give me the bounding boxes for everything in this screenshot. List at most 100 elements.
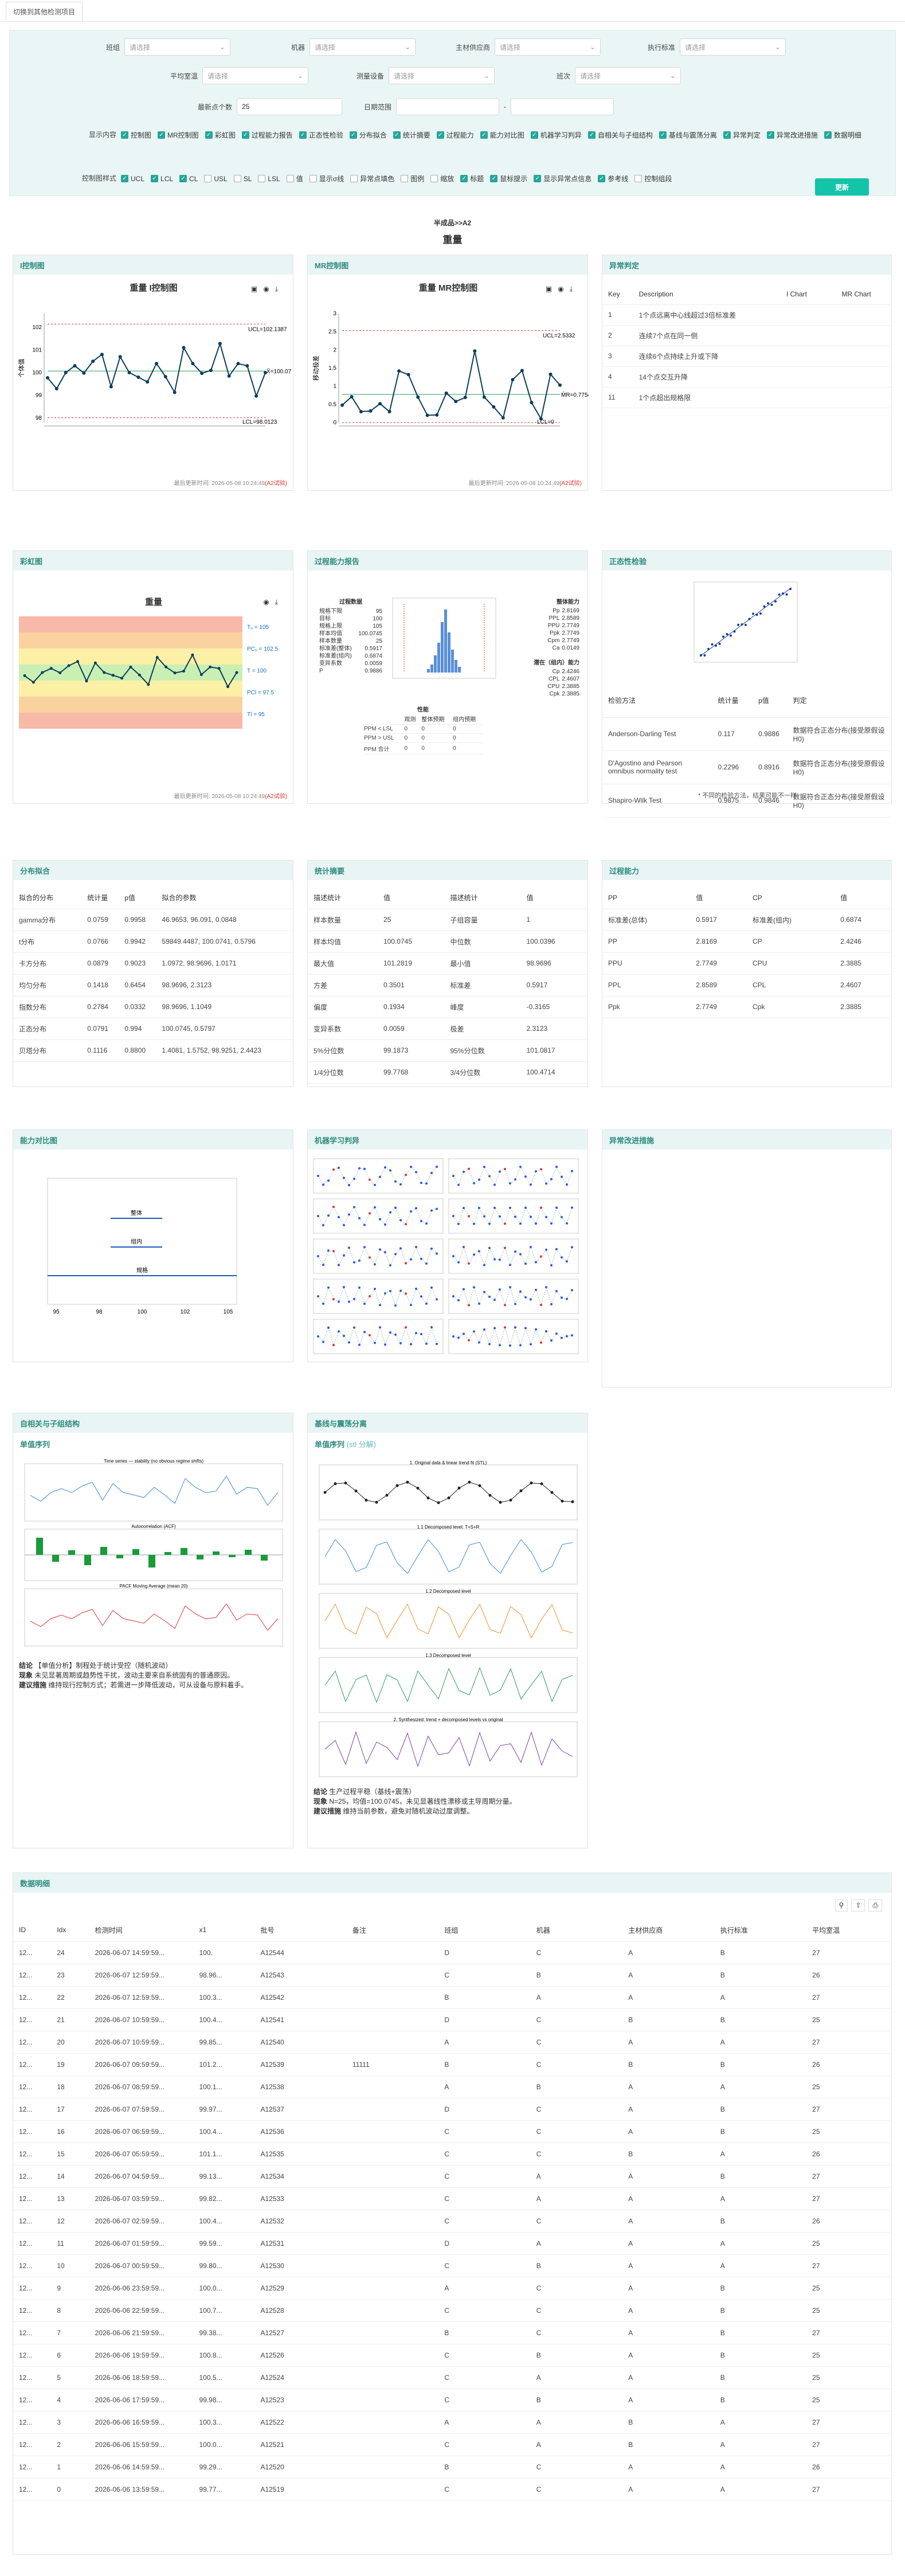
data-point[interactable] xyxy=(463,396,467,400)
checkbox-item[interactable]: LSL xyxy=(258,174,280,183)
data-point[interactable] xyxy=(147,683,150,686)
update-button[interactable]: 更新 xyxy=(815,178,869,196)
data-point[interactable] xyxy=(218,342,222,346)
data-point[interactable] xyxy=(264,370,267,374)
checkbox-item[interactable]: ✓ MR控制图 xyxy=(158,130,199,140)
data-point[interactable] xyxy=(511,378,515,382)
data-point[interactable] xyxy=(136,375,140,379)
data-point[interactable] xyxy=(227,374,231,378)
checked-icon[interactable]: ✓ xyxy=(723,131,731,139)
checkbox-item[interactable]: ✓ LCL xyxy=(151,174,173,183)
data-point[interactable] xyxy=(91,359,95,363)
data-point[interactable] xyxy=(454,400,458,404)
checkbox-item[interactable]: SL xyxy=(233,174,252,183)
filter-select[interactable]: 请选择 ⌄ xyxy=(575,67,681,84)
data-point[interactable] xyxy=(236,362,240,366)
checkbox-item[interactable]: ✓ 过程能力报告 xyxy=(241,130,293,140)
acf-tab[interactable]: 自相关与子组结构 xyxy=(13,1413,293,1433)
data-point[interactable] xyxy=(369,409,373,413)
unchecked-icon[interactable] xyxy=(258,175,266,182)
data-point[interactable] xyxy=(406,373,410,377)
data-point[interactable] xyxy=(387,410,391,413)
data-point[interactable] xyxy=(32,681,35,684)
checked-icon[interactable]: ✓ xyxy=(205,131,213,139)
export-icon[interactable]: ⇪ xyxy=(851,1899,865,1912)
checkbox-item[interactable]: ✓ CL xyxy=(179,174,198,183)
unchecked-icon[interactable] xyxy=(634,175,642,182)
eye-icon[interactable]: ◉ xyxy=(263,598,269,606)
checkbox-item[interactable]: ✓ 控制图 xyxy=(121,130,151,140)
checkbox-item[interactable]: ✓ 正态性检验 xyxy=(299,130,343,140)
data-point[interactable] xyxy=(435,413,439,417)
checked-icon[interactable]: ✓ xyxy=(530,131,538,139)
anomaly-tab[interactable]: 异常判定 xyxy=(602,255,891,275)
checkbox-item[interactable]: 异常点填色 xyxy=(350,174,394,183)
checkbox-item[interactable]: ✓ 过程能力 xyxy=(436,130,474,140)
filter-select[interactable]: 请选择 ⌄ xyxy=(389,67,495,84)
data-point[interactable] xyxy=(191,362,195,366)
filter-select[interactable]: 请选择 ⌄ xyxy=(680,38,786,56)
data-point[interactable] xyxy=(209,665,212,669)
data-point[interactable] xyxy=(200,372,204,376)
data-point[interactable] xyxy=(549,372,553,376)
data-point[interactable] xyxy=(235,671,238,674)
data-point[interactable] xyxy=(520,369,524,373)
checkbox-item[interactable]: ✓ 标题 xyxy=(460,174,484,183)
data-point[interactable] xyxy=(54,387,58,391)
unchecked-icon[interactable] xyxy=(204,175,212,182)
data-point[interactable] xyxy=(209,368,213,372)
unchecked-icon[interactable] xyxy=(286,175,294,182)
checkbox-item[interactable]: ✓ 统计摘要 xyxy=(393,130,430,140)
data-point[interactable] xyxy=(127,370,131,374)
rainbow-tab[interactable]: 彩虹图 xyxy=(13,551,293,570)
date-end-input[interactable] xyxy=(511,98,614,115)
data-point[interactable] xyxy=(173,390,177,394)
unchecked-icon[interactable] xyxy=(401,175,409,182)
data-point[interactable] xyxy=(501,416,505,420)
data-point[interactable] xyxy=(492,405,496,409)
download-icon[interactable]: ⤓ xyxy=(275,285,278,293)
ml-tab[interactable]: 机器学习判异 xyxy=(308,1130,587,1150)
data-point[interactable] xyxy=(118,355,122,359)
data-point[interactable] xyxy=(155,362,158,366)
data-point[interactable] xyxy=(378,402,382,406)
checked-icon[interactable]: ✓ xyxy=(824,131,832,139)
checked-icon[interactable]: ✓ xyxy=(766,131,774,139)
data-point[interactable] xyxy=(82,371,86,375)
summary-tab[interactable]: 统计摘要 xyxy=(308,861,587,880)
data-point[interactable] xyxy=(146,380,150,384)
checkbox-item[interactable]: ✓ 异常判定 xyxy=(723,130,761,140)
checkbox-item[interactable]: ✓ 分布拟合 xyxy=(349,130,387,140)
data-point[interactable] xyxy=(530,401,534,405)
image-icon[interactable]: ▣ xyxy=(545,285,553,293)
checked-icon[interactable]: ✓ xyxy=(587,131,596,139)
baseline-tab[interactable]: 基线与震荡分离 xyxy=(308,1413,587,1433)
data-point[interactable] xyxy=(163,375,167,379)
data-point[interactable] xyxy=(539,417,543,421)
checked-icon[interactable]: ✓ xyxy=(121,175,128,182)
data-point[interactable] xyxy=(64,370,68,374)
data-point[interactable] xyxy=(67,664,70,667)
data-point[interactable] xyxy=(558,383,562,387)
checked-icon[interactable]: ✓ xyxy=(598,175,606,182)
filter-select[interactable]: 请选择 ⌄ xyxy=(495,38,601,56)
checkbox-item[interactable]: ✓ 能力对比图 xyxy=(480,130,524,140)
i-chart-tab[interactable]: I控制图 xyxy=(13,255,293,275)
checkbox-item[interactable]: ✓ 机器学习判异 xyxy=(530,130,582,140)
checkbox-item[interactable]: 控制组段 xyxy=(634,174,672,183)
checked-icon[interactable]: ✓ xyxy=(349,131,357,139)
data-point[interactable] xyxy=(58,671,62,674)
data-point[interactable] xyxy=(129,665,132,669)
data-point[interactable] xyxy=(173,671,177,675)
data-point[interactable] xyxy=(155,656,159,659)
unchecked-icon[interactable] xyxy=(350,175,358,182)
date-start-input[interactable] xyxy=(396,98,499,115)
compare-tab[interactable]: 能力对比图 xyxy=(13,1130,293,1150)
download-icon[interactable]: ⤓ xyxy=(569,285,573,293)
checkbox-item[interactable]: 图例 xyxy=(401,174,424,183)
filter-select[interactable]: 请选择 ⌄ xyxy=(202,67,308,84)
data-point[interactable] xyxy=(103,671,106,674)
filter-select[interactable]: 请选择 ⌄ xyxy=(309,38,416,56)
data-point[interactable] xyxy=(397,369,401,373)
image-icon[interactable]: ▣ xyxy=(250,285,258,293)
